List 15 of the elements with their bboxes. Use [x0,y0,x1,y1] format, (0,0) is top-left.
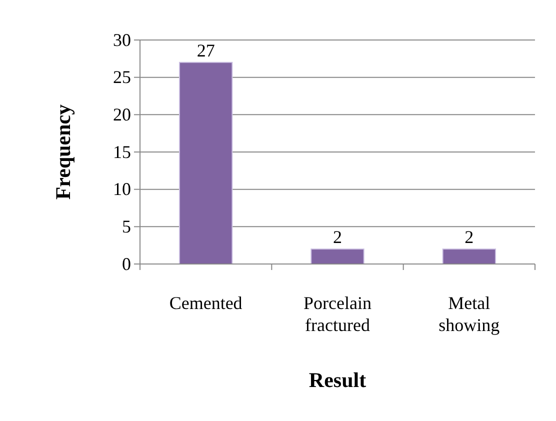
x-tick-label: Cemented [169,293,242,313]
data-label: 2 [333,227,342,248]
y-tick-label: 10 [113,179,131,200]
x-tick-label: Porcelain fractured [304,293,372,335]
data-label: 2 [464,227,474,248]
y-tick-label: 30 [113,30,131,50]
data-label: 27 [196,40,215,60]
x-tick-label: Metal showing [438,293,500,335]
y-tick-label: 0 [122,254,131,274]
y-tick-label: 25 [113,67,131,88]
y-tick-label: 15 [113,142,131,162]
y-axis-title: Frequency [51,104,75,200]
x-axis-title: Result [308,368,366,392]
y-tick-label: 5 [122,216,131,236]
y-tick-label: 20 [113,104,131,124]
